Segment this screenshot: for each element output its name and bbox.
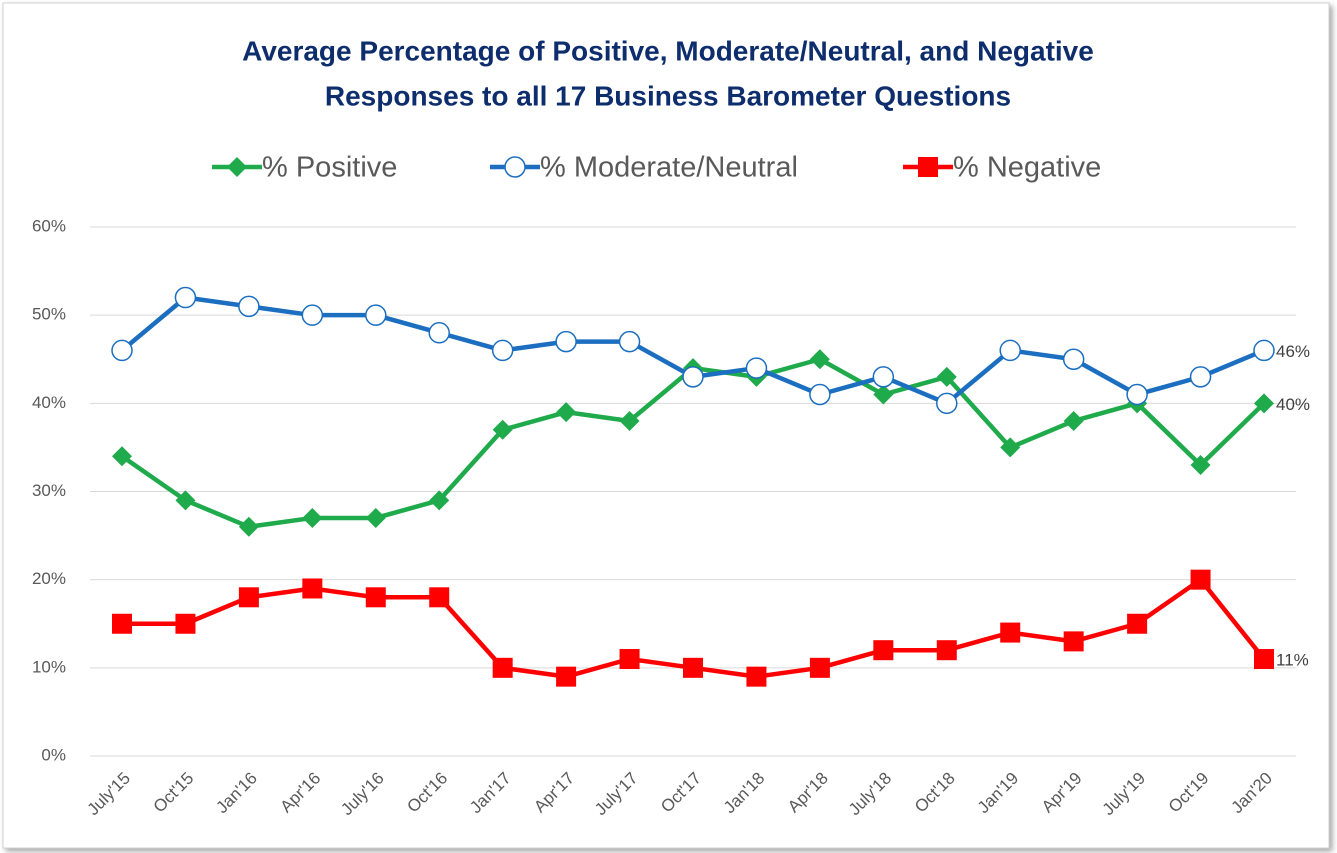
data-point: [1000, 437, 1021, 458]
y-tick-label: 10%: [32, 657, 66, 676]
data-point: [1000, 622, 1021, 643]
data-point: [746, 666, 767, 687]
data-point: [809, 383, 831, 406]
data-point: [999, 339, 1021, 362]
y-tick-label: 40%: [32, 393, 66, 412]
data-point: [428, 322, 450, 344]
data-point: [302, 578, 323, 599]
data-point: [492, 419, 513, 440]
data-point: [111, 339, 133, 362]
data-point: [302, 507, 323, 528]
y-tick-label: 0%: [41, 745, 66, 764]
data-point: [238, 516, 259, 537]
data-point: [492, 657, 513, 678]
chart-title: Average Percentage of Positive, Moderate…: [242, 35, 1094, 66]
data-point: [365, 587, 386, 608]
data-point: [619, 410, 640, 431]
data-point: [618, 330, 641, 353]
data-point: [238, 587, 259, 608]
data-point: [429, 587, 450, 608]
data-point: [175, 613, 196, 634]
data-point: [112, 446, 132, 467]
data-point: [491, 339, 514, 362]
data-point: [365, 507, 386, 528]
legend-marker: [227, 157, 247, 177]
data-point: [1190, 569, 1211, 590]
data-point: [873, 384, 894, 405]
data-point: [1062, 348, 1085, 370]
y-tick-label: 50%: [32, 305, 66, 324]
data-label: 11%: [1276, 651, 1309, 670]
data-point: [301, 304, 324, 326]
data-point: [174, 286, 197, 309]
data-point: [365, 304, 387, 326]
data-point: [619, 649, 640, 670]
chart-title: Responses to all 17 Business Barometer Q…: [325, 80, 1011, 111]
data-label: 46%: [1276, 342, 1310, 361]
y-tick-label: 30%: [32, 481, 66, 500]
y-tick-label: 20%: [32, 569, 66, 588]
data-point: [1126, 383, 1148, 406]
data-point: [936, 640, 957, 661]
data-point: [175, 490, 196, 511]
data-point: [429, 490, 450, 511]
data-point: [1063, 631, 1084, 652]
data-point: [112, 613, 132, 634]
data-point: [1189, 366, 1212, 388]
data-point: [556, 666, 577, 687]
data-label: 40%: [1276, 395, 1310, 414]
data-point: [936, 392, 958, 415]
data-point: [1254, 649, 1274, 670]
legend-marker: [918, 157, 938, 177]
data-point: [936, 366, 957, 387]
data-point: [682, 366, 704, 388]
data-point: [809, 349, 830, 370]
legend-label: % Moderate/Neutral: [540, 152, 798, 184]
data-point: [1190, 455, 1211, 476]
data-point: [556, 402, 577, 423]
data-point: [555, 330, 577, 353]
data-point: [873, 640, 894, 661]
legend-marker: [504, 156, 526, 178]
data-point: [872, 366, 895, 388]
legend-label: % Positive: [262, 152, 397, 184]
data-point: [745, 357, 768, 379]
y-tick-label: 60%: [32, 216, 66, 235]
data-point: [809, 657, 830, 678]
data-point: [683, 657, 703, 678]
data-point: [1253, 339, 1275, 362]
data-point: [1254, 393, 1274, 414]
legend-label: % Negative: [953, 152, 1101, 184]
data-point: [1127, 613, 1148, 634]
data-point: [1063, 410, 1084, 431]
data-point: [238, 295, 260, 318]
